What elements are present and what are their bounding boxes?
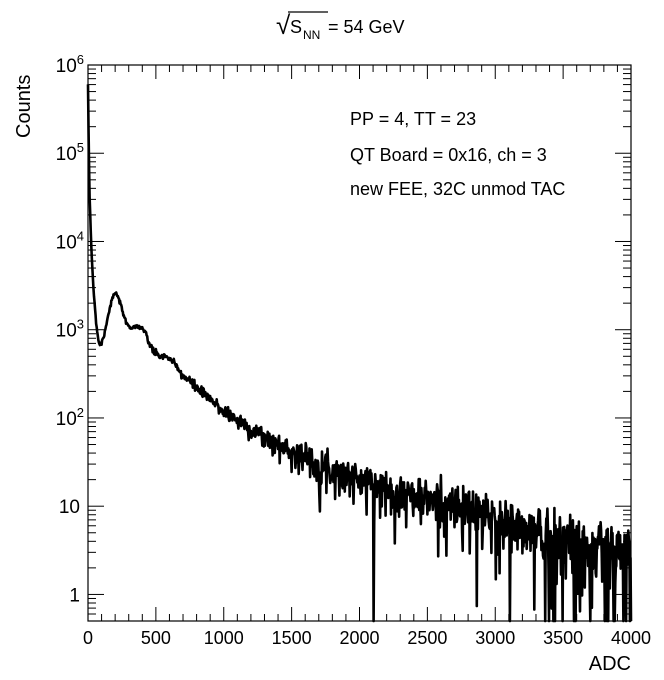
y-tick-label: 105 bbox=[56, 140, 84, 165]
x-tick-labels: 0 500 1000 1500 2000 2500 3000 3500 4000 bbox=[83, 628, 651, 648]
x-tick-label: 2000 bbox=[339, 628, 379, 648]
title-sqrt-symbol: √ bbox=[276, 10, 291, 40]
y-tick-labels: 1 10 102 103 104 105 106 bbox=[56, 52, 84, 606]
x-tick-label: 0 bbox=[83, 628, 93, 648]
x-tick-label: 500 bbox=[141, 628, 171, 648]
y-tick-label: 106 bbox=[56, 52, 84, 77]
x-tick-label: 1500 bbox=[272, 628, 312, 648]
x-tick-label: 3000 bbox=[475, 628, 515, 648]
y-tick-label: 10 bbox=[59, 497, 80, 518]
x-tick-label: 4000 bbox=[611, 628, 651, 648]
x-axis-label: ADC bbox=[589, 653, 631, 675]
series-group bbox=[86, 84, 633, 623]
axis-ticks bbox=[87, 64, 632, 622]
annotation-pp-tt: PP = 4, TT = 23 bbox=[350, 109, 476, 129]
y-tick-label: 103 bbox=[56, 317, 84, 342]
title-subscript: NN bbox=[303, 28, 320, 42]
title-var: S bbox=[290, 17, 302, 37]
chart-title: √ S NN = 54 GeV bbox=[276, 10, 405, 42]
title-rest: = 54 GeV bbox=[328, 17, 405, 37]
y-tick-label: 104 bbox=[56, 228, 84, 253]
x-tick-label: 3500 bbox=[543, 628, 583, 648]
annotation-qt-board: QT Board = 0x16, ch = 3 bbox=[350, 145, 547, 165]
x-tick-label: 1000 bbox=[204, 628, 244, 648]
y-tick-label: 1 bbox=[69, 585, 80, 606]
y-tick-label: 102 bbox=[56, 405, 84, 430]
annotations: PP = 4, TT = 23 QT Board = 0x16, ch = 3 … bbox=[350, 109, 565, 199]
series-line bbox=[86, 84, 633, 623]
y-axis-label: Counts bbox=[13, 75, 35, 138]
annotation-fee: new FEE, 32C unmod TAC bbox=[350, 179, 565, 199]
x-tick-label: 2500 bbox=[407, 628, 447, 648]
